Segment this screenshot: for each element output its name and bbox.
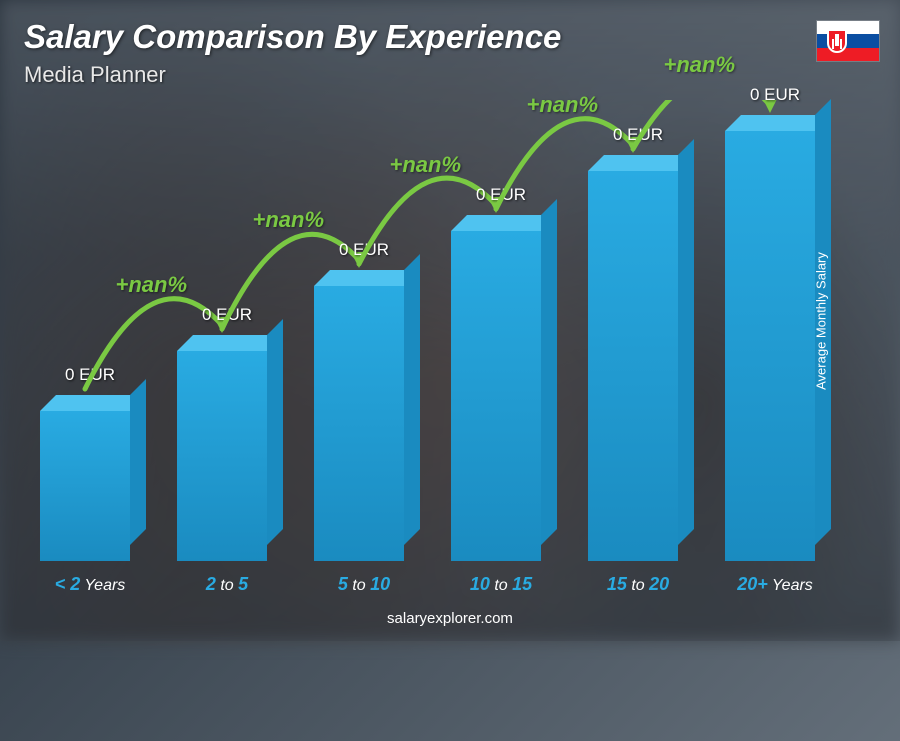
x-axis-label: 15 to 20 [573,574,703,595]
bar-front [314,286,404,561]
bar [725,131,815,561]
x-axis-label: 20+ Years [710,574,840,595]
bar [40,411,130,561]
value-label: 0 EUR [715,85,835,105]
value-label: 0 EUR [304,240,424,260]
bar-front [725,131,815,561]
bar-side [678,139,694,545]
growth-label: +nan% [253,207,325,233]
value-label: 0 EUR [441,185,561,205]
bar-front [40,411,130,561]
footer-attribution: salaryexplorer.com [0,610,900,627]
bar [451,231,541,561]
country-flag-slovakia [816,20,880,62]
value-label: 0 EUR [167,305,287,325]
bar-side [130,379,146,545]
growth-label: +nan% [390,152,462,178]
bar-side [541,199,557,545]
x-axis-label: 10 to 15 [436,574,566,595]
chart-area: 0 EUR< 2 Years+nan%0 EUR2 to 5+nan%0 EUR… [30,100,850,561]
growth-label: +nan% [664,52,736,78]
flag-stripe [817,48,879,61]
bar-side [404,254,420,545]
bar-front [588,171,678,561]
x-axis-label: 2 to 5 [162,574,292,595]
x-axis-label: 5 to 10 [299,574,429,595]
bar-side [267,319,283,545]
flag-emblem [827,29,847,53]
chart-container: Salary Comparison By Experience Media Pl… [0,0,900,641]
value-label: 0 EUR [30,365,150,385]
growth-label: +nan% [116,272,188,298]
y-axis-label: Average Monthly Salary [814,252,829,390]
bar-front [177,351,267,561]
bar [177,351,267,561]
bar [588,171,678,561]
value-label: 0 EUR [578,125,698,145]
bar-front [451,231,541,561]
x-axis-label: < 2 Years [25,574,155,595]
growth-label: +nan% [527,92,599,118]
chart-subtitle: Media Planner [24,62,166,88]
bar [314,286,404,561]
chart-title: Salary Comparison By Experience [24,18,561,56]
